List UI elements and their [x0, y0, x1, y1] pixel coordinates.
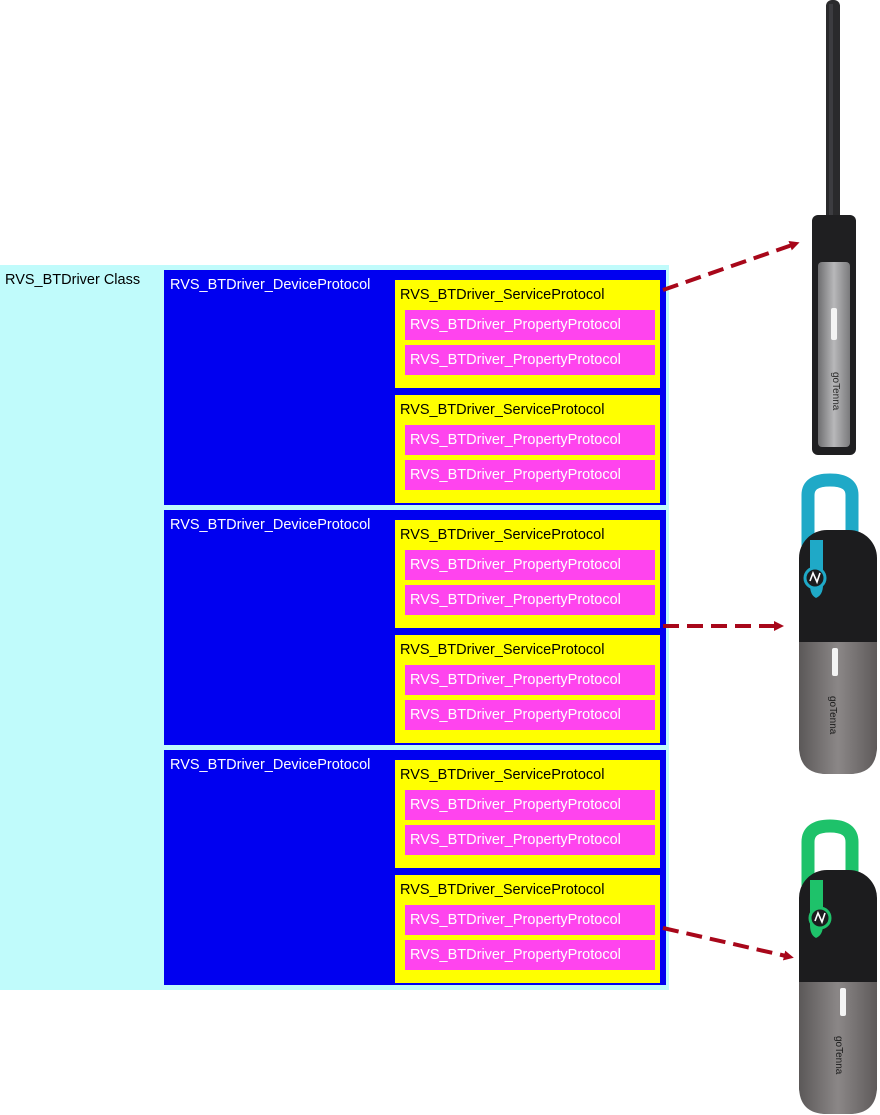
- property-protocol-box: RVS_BTDriver_PropertyProtocol: [405, 665, 655, 695]
- device-protocol-label: RVS_BTDriver_DeviceProtocol: [170, 517, 371, 533]
- service-protocol-label: RVS_BTDriver_ServiceProtocol: [400, 642, 605, 658]
- connector-arrow: [662, 926, 794, 961]
- property-protocol-box: RVS_BTDriver_PropertyProtocol: [405, 825, 655, 855]
- service-protocol-label: RVS_BTDriver_ServiceProtocol: [400, 882, 605, 898]
- property-protocol-box: RVS_BTDriver_PropertyProtocol: [405, 790, 655, 820]
- property-protocol-box: RVS_BTDriver_PropertyProtocol: [405, 700, 655, 730]
- service-protocol-label: RVS_BTDriver_ServiceProtocol: [400, 287, 605, 303]
- service-protocol-label: RVS_BTDriver_ServiceProtocol: [400, 527, 605, 543]
- property-protocol-box: RVS_BTDriver_PropertyProtocol: [405, 310, 655, 340]
- brand-logo: goTenna: [833, 1036, 844, 1075]
- property-protocol-box: RVS_BTDriver_PropertyProtocol: [405, 940, 655, 970]
- gotenna-mesh-blue-strap-device: goTenna: [799, 473, 877, 774]
- brand-logo: goTenna: [830, 372, 841, 411]
- device-protocol-label: RVS_BTDriver_DeviceProtocol: [170, 757, 371, 773]
- connector-arrow: [662, 240, 800, 292]
- service-protocol-label: RVS_BTDriver_ServiceProtocol: [400, 767, 605, 783]
- brand-logo: goTenna: [827, 696, 838, 735]
- property-protocol-box: RVS_BTDriver_PropertyProtocol: [405, 550, 655, 580]
- property-protocol-box: RVS_BTDriver_PropertyProtocol: [405, 425, 655, 455]
- gotenna-pro-antenna-device: goTenna: [812, 0, 856, 455]
- driver-class-label: RVS_BTDriver Class: [5, 272, 141, 288]
- property-protocol-box: RVS_BTDriver_PropertyProtocol: [405, 460, 655, 490]
- property-protocol-box: RVS_BTDriver_PropertyProtocol: [405, 345, 655, 375]
- gotenna-mesh-green-strap-device: goTenna: [799, 819, 877, 1114]
- device-protocol-label: RVS_BTDriver_DeviceProtocol: [170, 277, 371, 293]
- service-protocol-label: RVS_BTDriver_ServiceProtocol: [400, 402, 605, 418]
- property-protocol-box: RVS_BTDriver_PropertyProtocol: [405, 585, 655, 615]
- property-protocol-box: RVS_BTDriver_PropertyProtocol: [405, 905, 655, 935]
